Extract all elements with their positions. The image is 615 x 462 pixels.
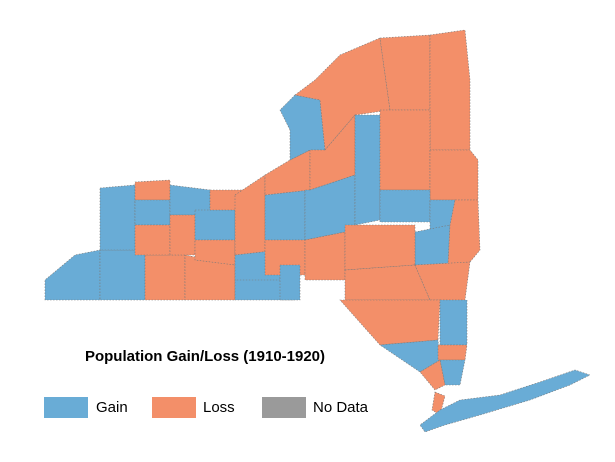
county [304, 174, 356, 241]
county [439, 299, 468, 346]
county [429, 199, 456, 233]
county [194, 209, 236, 241]
legend-swatch [262, 397, 306, 418]
county [169, 214, 196, 256]
map-title: Population Gain/Loss (1910-1920) [85, 348, 325, 365]
county [194, 239, 236, 266]
county [134, 199, 171, 226]
legend-swatch [152, 397, 196, 418]
county [429, 29, 471, 151]
county [99, 249, 146, 301]
county [437, 344, 468, 361]
legend-label: No Data [313, 399, 369, 416]
county [134, 224, 171, 256]
legend-label: Gain [96, 399, 128, 416]
county [429, 149, 479, 201]
county [379, 109, 431, 191]
county [304, 231, 346, 281]
county-map [44, 29, 591, 433]
county [414, 224, 451, 266]
county [419, 369, 591, 433]
county [339, 299, 441, 346]
county [379, 189, 431, 223]
county [144, 254, 186, 301]
county [447, 199, 481, 266]
county [264, 189, 306, 241]
county [169, 184, 211, 216]
county [354, 114, 381, 226]
county [419, 359, 446, 391]
county [379, 34, 431, 111]
county [44, 249, 101, 301]
legend-label: Loss [203, 399, 235, 416]
county [279, 264, 301, 301]
county [234, 174, 266, 256]
county [264, 149, 311, 196]
county [344, 224, 416, 271]
county [99, 184, 136, 251]
county [294, 37, 391, 151]
county [134, 179, 171, 201]
legend-swatch [44, 397, 88, 418]
legend: Gain Loss No Data [44, 397, 369, 418]
county [439, 359, 466, 386]
